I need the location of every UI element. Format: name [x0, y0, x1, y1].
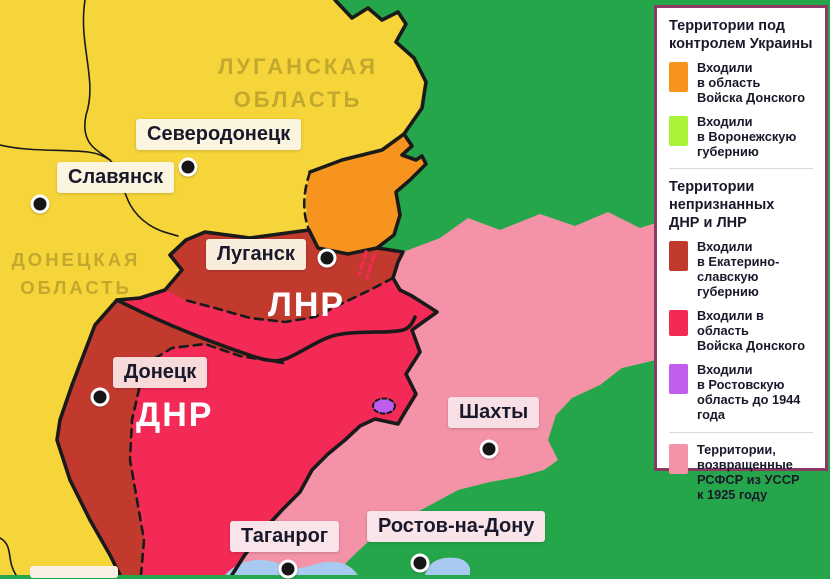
city-dot	[479, 439, 499, 459]
legend-section-title: Территории непризнанных ДНР и ЛНР	[669, 179, 775, 232]
legend-item: Входили в область Войска Донского	[669, 307, 817, 354]
region-rostov-1944-border	[372, 397, 396, 415]
border-crimson-pink	[230, 276, 439, 575]
legend-divider	[669, 431, 813, 433]
city-dot	[30, 194, 50, 214]
legend-item-label: Входили в область Войска Донского	[697, 307, 806, 353]
city-label: Ростов-на-Дону	[367, 511, 546, 542]
city-dot	[278, 559, 298, 579]
legend-item: Входили в Воронежскую губернию	[669, 113, 817, 160]
city-dot	[90, 387, 110, 407]
city-label: Донецк	[113, 357, 208, 388]
water-don-mouth	[425, 557, 470, 575]
region-ukraine-yellow	[0, 0, 426, 575]
legend-swatch-region-ekaterinoslav	[669, 240, 688, 271]
partial-city-label	[30, 566, 118, 578]
city-dot	[178, 157, 198, 177]
dashed-marker-crimson-2	[365, 253, 376, 280]
legend-item-label: Входили в область Войска Донского	[697, 59, 806, 105]
oblast-label-luhansk: ЛУГАНСКАЯ ОБЛАСТЬ	[218, 54, 378, 112]
legend-divider	[669, 168, 813, 170]
legend-item-label: Входили в Ростовскую область до 1944 год…	[697, 361, 801, 422]
legend-item-label: Входили в Екатерино- славскую губернию	[697, 238, 780, 299]
border-lnr-dnr	[115, 298, 417, 363]
border-ukraine-green	[308, 0, 428, 174]
legend-item: Входили в Ростовскую область до 1944 год…	[669, 361, 817, 423]
legend-item-label: Территории, возвращенные РСФСР из УССР к…	[697, 441, 800, 502]
oblast-label-donetsk: ДОНЕЦКАЯ ОБЛАСТЬ	[11, 249, 141, 298]
legend-item: Территории, возвращенные РСФСР из УССР к…	[669, 441, 817, 503]
legend-section-title: Территории под контролем Украины	[669, 18, 813, 52]
legend-item-label: Входили в Воронежскую губернию	[697, 113, 797, 159]
legend-item: Входили в область Войска Донского	[669, 59, 817, 106]
oblast-boundary-line-west	[0, 144, 111, 161]
dashed-marker-crimson-1	[357, 250, 368, 277]
legend-swatch-region-voronezh	[669, 115, 688, 146]
dashed-border-dnr-band-east	[128, 342, 285, 575]
legend-panel: Территории под контролем Украины Входили …	[654, 5, 828, 501]
border-orange-green	[375, 132, 428, 250]
city-dot	[317, 248, 337, 268]
dashed-border-orange-west	[302, 170, 312, 232]
city-label: Славянск	[57, 162, 175, 193]
republic-label-dnr: ДНР	[136, 396, 214, 434]
republic-label-lnr: ЛНР	[268, 286, 346, 324]
legend-swatch-region-don-host	[669, 309, 688, 336]
city-label: Шахты	[448, 397, 540, 428]
region-rostov-1944	[373, 398, 395, 414]
river-line-southwest	[0, 537, 17, 575]
city-label: Таганрог	[230, 521, 340, 552]
water-taganrog-bay	[225, 559, 358, 575]
region-returned-1925	[225, 212, 700, 575]
legend-item: Входили в Екатерино- славскую губернию	[669, 238, 817, 300]
legend-swatch-region-orange-don	[669, 61, 688, 92]
legend-swatch-region-returned-1925	[669, 443, 688, 474]
dashed-border-ekaterinoslav-south	[183, 276, 395, 324]
city-label: Луганск	[206, 239, 306, 270]
city-label: Северодонецк	[136, 119, 302, 150]
border-lnr-northeast	[375, 246, 405, 280]
legend-swatch-region-rostov-1944	[669, 363, 688, 394]
city-dot	[410, 553, 430, 573]
